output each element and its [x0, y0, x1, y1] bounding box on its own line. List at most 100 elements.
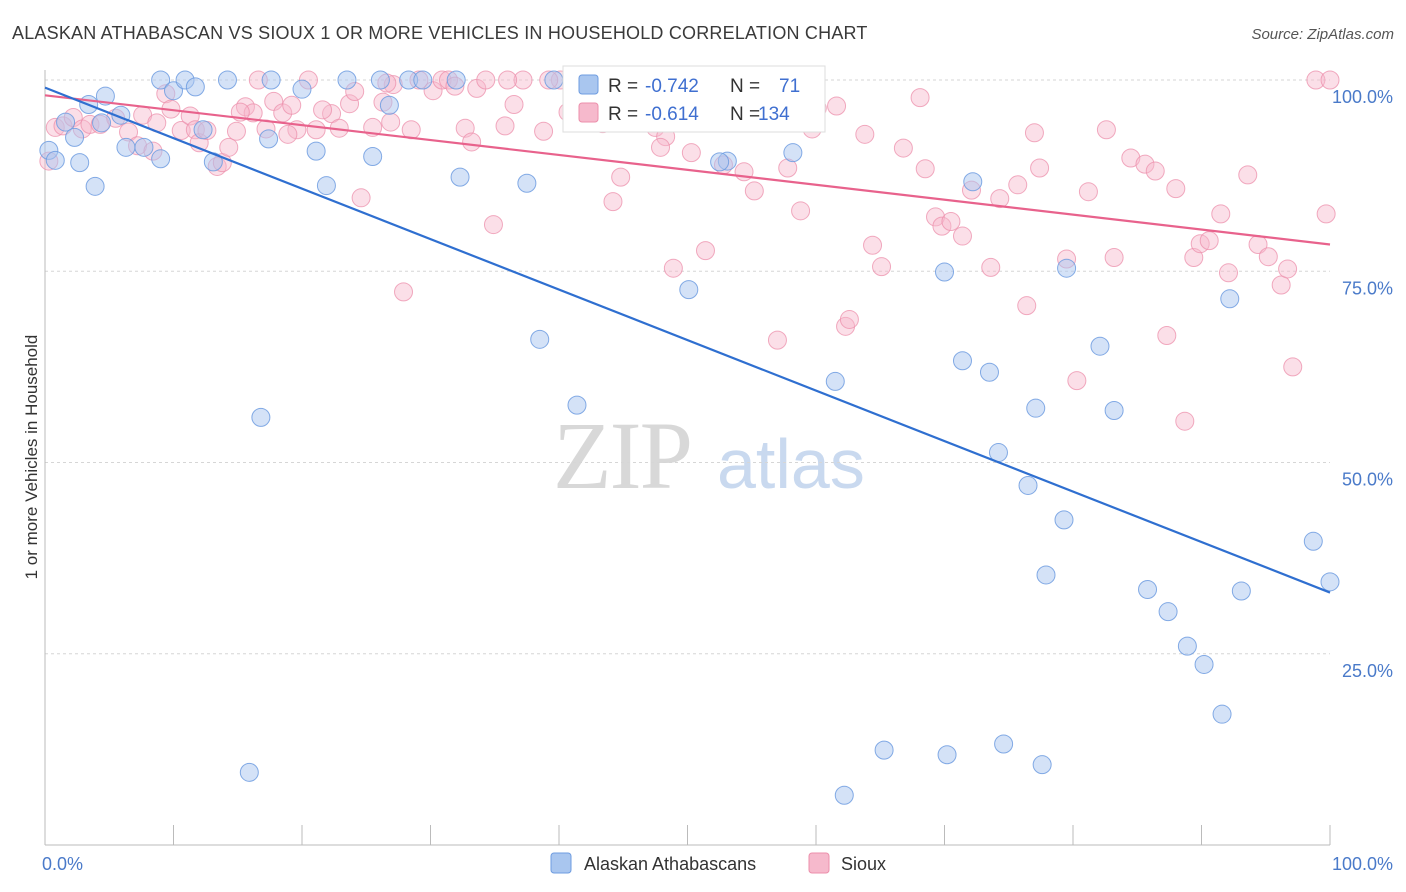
sioux-point: [603, 192, 623, 212]
sioux-point: [306, 120, 326, 140]
sioux-point: [1157, 326, 1177, 346]
sioux-point: [839, 309, 859, 329]
athabascan-point: [874, 740, 894, 760]
sioux-point: [1145, 161, 1165, 181]
sioux-trend-line: [44, 94, 1331, 246]
sioux-point: [952, 226, 972, 246]
x-tick-labels: 0.0% 100.0%: [42, 854, 1393, 874]
athabascan-point: [337, 70, 357, 90]
sioux-point: [695, 241, 715, 261]
athabascan-point: [239, 762, 259, 782]
stats-swatch-sioux: [578, 102, 599, 123]
athabascan-point: [1138, 579, 1158, 599]
stats-r-sioux: -0.614: [645, 104, 699, 125]
sioux-point: [681, 143, 701, 163]
stats-r-label-sioux: R =: [608, 104, 638, 125]
stats-r-athabascan: -0.742: [645, 76, 699, 97]
athabascan-point: [1090, 336, 1110, 356]
athabascan-point: [413, 70, 433, 90]
stats-n-athabascan: 71: [779, 76, 800, 97]
athabascan-point: [1018, 475, 1038, 495]
legend-swatch-athabascan: [550, 852, 572, 874]
sioux-point: [1218, 263, 1238, 283]
sioux-point: [1320, 70, 1340, 90]
chart-title: ALASKAN ATHABASCAN VS SIOUX 1 OR MORE VE…: [12, 23, 868, 43]
y-axis-label: 1 or more Vehicles in Household: [22, 335, 41, 580]
sioux-point: [282, 95, 302, 115]
sioux-point: [1238, 165, 1258, 185]
sioux-point: [1135, 154, 1155, 174]
sioux-point: [1175, 411, 1195, 431]
athabascan-point: [65, 127, 85, 147]
sioux-point: [235, 97, 255, 117]
sioux-point: [476, 70, 496, 90]
sioux-point: [1024, 123, 1044, 143]
sioux-point: [1316, 204, 1336, 224]
athabascan-point: [292, 79, 312, 99]
athabascan-point: [370, 70, 390, 90]
athabascan-point: [85, 176, 105, 196]
athabascan-trend-line: [44, 86, 1331, 594]
stats-legend-box: R = -0.742 N = 71 R = -0.614 N = 134: [562, 65, 826, 133]
sioux-point: [791, 201, 811, 221]
athabascan-point: [1194, 654, 1214, 674]
athabascan-point: [95, 86, 115, 106]
y-tick-label: 100.0%: [1332, 87, 1393, 107]
athabascan-point: [1036, 565, 1056, 585]
sioux-point: [767, 330, 787, 350]
sioux-point: [651, 137, 671, 157]
sioux-point: [744, 181, 764, 201]
athabascan-point: [952, 351, 972, 371]
athabascan-point: [1054, 510, 1074, 530]
athabascan-point: [530, 329, 550, 349]
sioux-point: [313, 100, 333, 120]
sioux-point: [1078, 182, 1098, 202]
sioux-point: [990, 189, 1010, 209]
athabascan-point: [679, 280, 699, 300]
athabascan-point: [363, 147, 383, 166]
athabascan-point: [185, 77, 205, 97]
sioux-point: [893, 138, 913, 158]
trend-lines: [44, 86, 1331, 594]
athabascan-point: [450, 167, 470, 187]
athabascan-point: [56, 112, 76, 132]
athabascan-point: [1104, 400, 1124, 420]
sioux-point: [1030, 158, 1050, 178]
athabascan-point: [937, 745, 957, 765]
legend-label-athabascan: Alaskan Athabascans: [584, 854, 756, 874]
stats-n-label-athabascan: N =: [730, 76, 760, 97]
sioux-point: [1258, 247, 1278, 267]
y-tick-label: 75.0%: [1342, 278, 1393, 298]
athabascan-point: [92, 113, 112, 133]
athabascan-point: [261, 70, 281, 90]
athabascan-point: [1320, 572, 1340, 592]
athabascan-point: [1026, 398, 1046, 418]
athabascan-point: [70, 153, 90, 173]
athabascan-point: [834, 785, 854, 805]
sioux-point: [872, 257, 892, 277]
sioux-point: [1008, 175, 1028, 195]
athabascan-point: [306, 141, 326, 161]
stats-box-frame: [562, 65, 826, 133]
sioux-point: [932, 216, 952, 236]
stats-swatch-athabascan: [578, 74, 599, 95]
sioux-point: [498, 70, 518, 90]
sioux-point: [462, 132, 482, 152]
sioux-point: [1104, 247, 1124, 267]
sioux-point: [926, 207, 946, 227]
sioux-point: [827, 96, 847, 116]
athabascan-point: [151, 149, 171, 169]
sioux-point: [910, 88, 930, 108]
athabascan-point: [259, 129, 279, 149]
sioux-point: [171, 120, 191, 140]
x-tick-label-start: 0.0%: [42, 854, 83, 874]
sioux-point: [611, 167, 631, 187]
athabascan-point: [1057, 258, 1077, 278]
athabascan-point: [517, 173, 537, 193]
sioux-point: [1067, 371, 1087, 391]
stats-n-label-sioux: N =: [730, 104, 760, 125]
sioux-point: [340, 94, 360, 114]
sioux-point: [1211, 204, 1231, 224]
sioux-point: [219, 137, 239, 157]
athabascan-point: [217, 70, 237, 90]
